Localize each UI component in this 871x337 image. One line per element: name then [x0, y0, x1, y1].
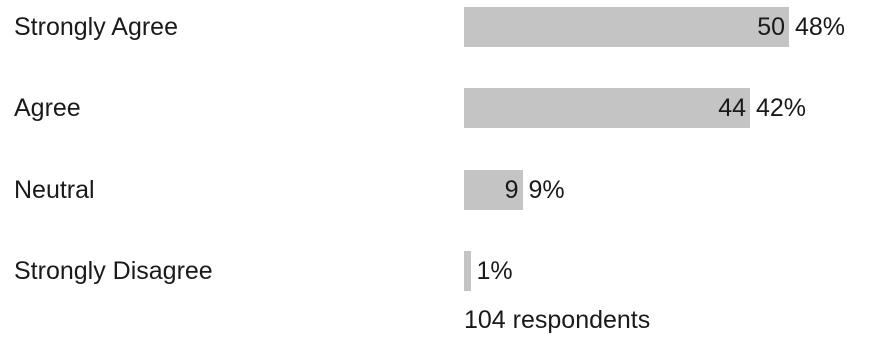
response-row: Neutral 9 9%: [0, 170, 871, 210]
bar-area: 44 42%: [464, 88, 806, 128]
response-label: Strongly Disagree: [14, 257, 213, 285]
bar-area: 50 48%: [464, 7, 845, 47]
response-row: Strongly Agree 50 48%: [0, 7, 871, 47]
bar-percent-label: 42%: [756, 93, 807, 122]
response-bar: [464, 251, 471, 291]
bar-count-label: 9: [504, 175, 519, 204]
response-label: Strongly Agree: [14, 13, 178, 41]
bar-percent-label: 9%: [528, 175, 565, 204]
bar-count-label: 50: [757, 12, 785, 41]
bar-area: 9 9%: [464, 170, 565, 210]
bar-percent-label: 48%: [795, 12, 846, 41]
response-row: Agree 44 42%: [0, 88, 871, 128]
bar-count-label: 44: [718, 93, 746, 122]
bar-area: 1%: [464, 251, 513, 291]
respondents-total: 104 respondents: [464, 306, 651, 334]
response-row: Strongly Disagree 1%: [0, 251, 871, 291]
bar-percent-label: 1%: [476, 256, 513, 285]
response-bar: 50: [464, 7, 789, 47]
response-bar: 44: [464, 88, 750, 128]
response-bar: 9: [464, 170, 523, 210]
response-label: Agree: [14, 94, 81, 122]
response-label: Neutral: [14, 176, 95, 204]
